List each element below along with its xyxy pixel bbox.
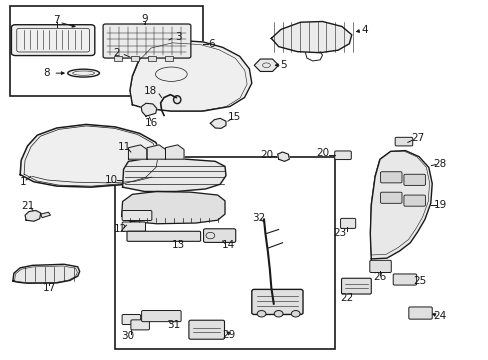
Text: 12: 12	[113, 225, 126, 234]
Text: 20: 20	[259, 150, 272, 160]
Text: 3: 3	[175, 32, 182, 41]
Bar	[131, 55, 139, 60]
FancyBboxPatch shape	[127, 231, 200, 241]
Bar	[164, 55, 172, 60]
Text: 21: 21	[21, 201, 34, 211]
Polygon shape	[147, 145, 165, 159]
Text: 18: 18	[144, 86, 157, 96]
Polygon shape	[20, 125, 161, 187]
Polygon shape	[128, 145, 147, 159]
Text: 4: 4	[361, 25, 367, 35]
Polygon shape	[41, 212, 50, 218]
FancyBboxPatch shape	[380, 192, 401, 203]
Polygon shape	[141, 103, 157, 116]
Text: 23: 23	[332, 228, 346, 238]
Polygon shape	[254, 59, 278, 71]
Text: 30: 30	[121, 331, 134, 341]
Bar	[148, 55, 156, 60]
Text: 7: 7	[53, 15, 60, 26]
FancyBboxPatch shape	[122, 222, 145, 231]
FancyBboxPatch shape	[203, 229, 235, 242]
FancyBboxPatch shape	[403, 195, 425, 206]
Text: 17: 17	[43, 283, 56, 293]
Text: 22: 22	[340, 293, 353, 303]
Text: 8: 8	[43, 68, 50, 78]
FancyBboxPatch shape	[122, 211, 152, 221]
Polygon shape	[122, 192, 224, 224]
Bar	[114, 55, 122, 60]
Polygon shape	[130, 40, 251, 111]
Polygon shape	[13, 264, 80, 283]
Text: 10: 10	[105, 175, 118, 185]
Text: 9: 9	[141, 14, 147, 24]
Ellipse shape	[257, 311, 265, 317]
FancyBboxPatch shape	[122, 315, 141, 324]
FancyBboxPatch shape	[340, 219, 355, 228]
FancyBboxPatch shape	[408, 307, 431, 319]
Text: 26: 26	[373, 272, 386, 282]
FancyBboxPatch shape	[341, 278, 370, 294]
Polygon shape	[122, 158, 225, 192]
Text: 5: 5	[280, 60, 286, 70]
Text: 11: 11	[117, 142, 130, 152]
Text: 6: 6	[207, 39, 214, 49]
Text: 2: 2	[113, 48, 120, 58]
Text: 19: 19	[433, 200, 446, 210]
Text: 27: 27	[410, 133, 424, 143]
Text: 15: 15	[228, 112, 241, 122]
Polygon shape	[277, 152, 289, 161]
Polygon shape	[210, 118, 225, 129]
Ellipse shape	[173, 96, 181, 104]
FancyBboxPatch shape	[369, 260, 390, 273]
Text: 29: 29	[222, 330, 235, 340]
Text: 28: 28	[432, 159, 445, 169]
Text: 20: 20	[315, 148, 328, 158]
Polygon shape	[369, 150, 431, 259]
FancyBboxPatch shape	[103, 24, 190, 58]
FancyBboxPatch shape	[11, 25, 95, 55]
FancyBboxPatch shape	[251, 289, 303, 315]
Ellipse shape	[291, 311, 300, 317]
Text: 14: 14	[222, 240, 235, 250]
FancyBboxPatch shape	[403, 174, 425, 185]
Polygon shape	[271, 22, 351, 53]
Text: 25: 25	[412, 276, 426, 286]
FancyBboxPatch shape	[334, 151, 350, 159]
Text: 1: 1	[20, 177, 26, 187]
Polygon shape	[25, 211, 41, 221]
FancyBboxPatch shape	[394, 137, 412, 146]
Text: 24: 24	[432, 311, 445, 321]
Text: 13: 13	[172, 239, 185, 249]
Text: 31: 31	[167, 320, 180, 330]
Text: 16: 16	[145, 118, 158, 128]
FancyBboxPatch shape	[188, 320, 224, 339]
Polygon shape	[165, 145, 183, 159]
FancyBboxPatch shape	[131, 320, 149, 330]
Text: 32: 32	[252, 213, 265, 222]
FancyBboxPatch shape	[392, 274, 416, 285]
Ellipse shape	[68, 69, 99, 77]
Bar	[10, 6, 203, 96]
Bar	[115, 157, 334, 348]
Ellipse shape	[274, 311, 283, 317]
FancyBboxPatch shape	[380, 172, 401, 183]
FancyBboxPatch shape	[142, 311, 181, 321]
